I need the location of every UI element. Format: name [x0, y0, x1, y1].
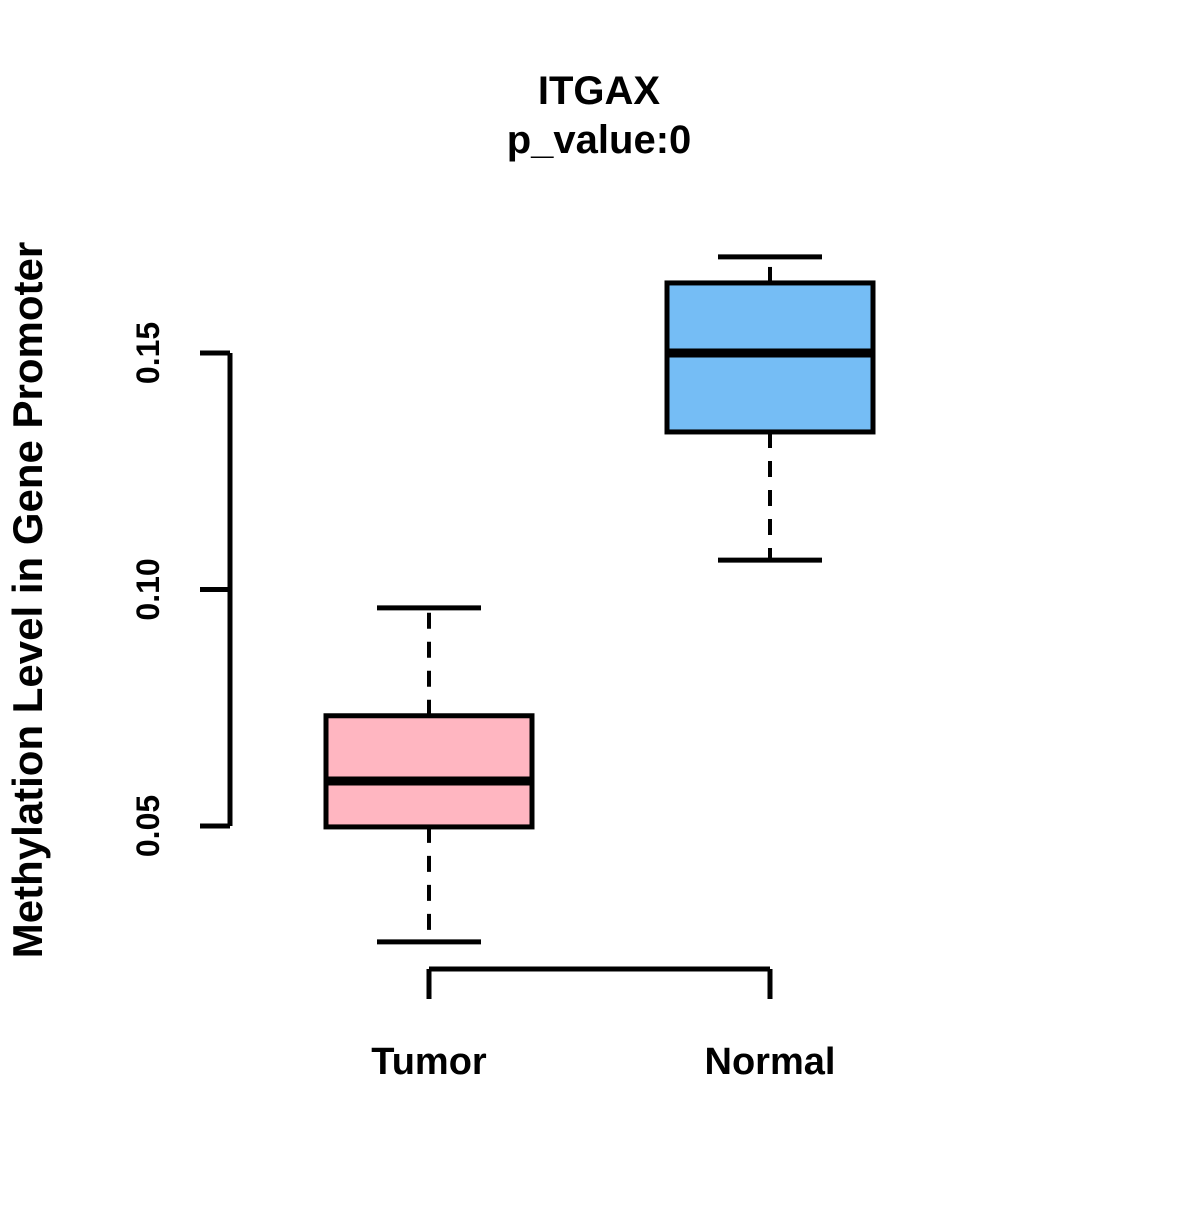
- y-axis-tick-label: 0.05: [130, 795, 166, 857]
- y-axis-tick-label: 0.10: [130, 558, 166, 620]
- chart-title: ITGAX: [538, 69, 661, 113]
- y-axis-label: Methylation Level in Gene Promoter: [4, 242, 51, 958]
- y-axis-tick-label: 0.15: [130, 322, 166, 384]
- chart-subtitle: p_value:0: [507, 118, 692, 162]
- iqr-box: [323, 713, 535, 830]
- x-category-label-tumor: Tumor: [371, 1041, 487, 1083]
- boxes-layer: [323, 254, 876, 945]
- axes-layer: 0.05 0.10 0.15 Tumor Normal: [130, 322, 835, 1083]
- box-group-tumor: [323, 605, 535, 945]
- x-category-label-normal: Normal: [705, 1041, 836, 1083]
- box-group-normal: [664, 254, 876, 563]
